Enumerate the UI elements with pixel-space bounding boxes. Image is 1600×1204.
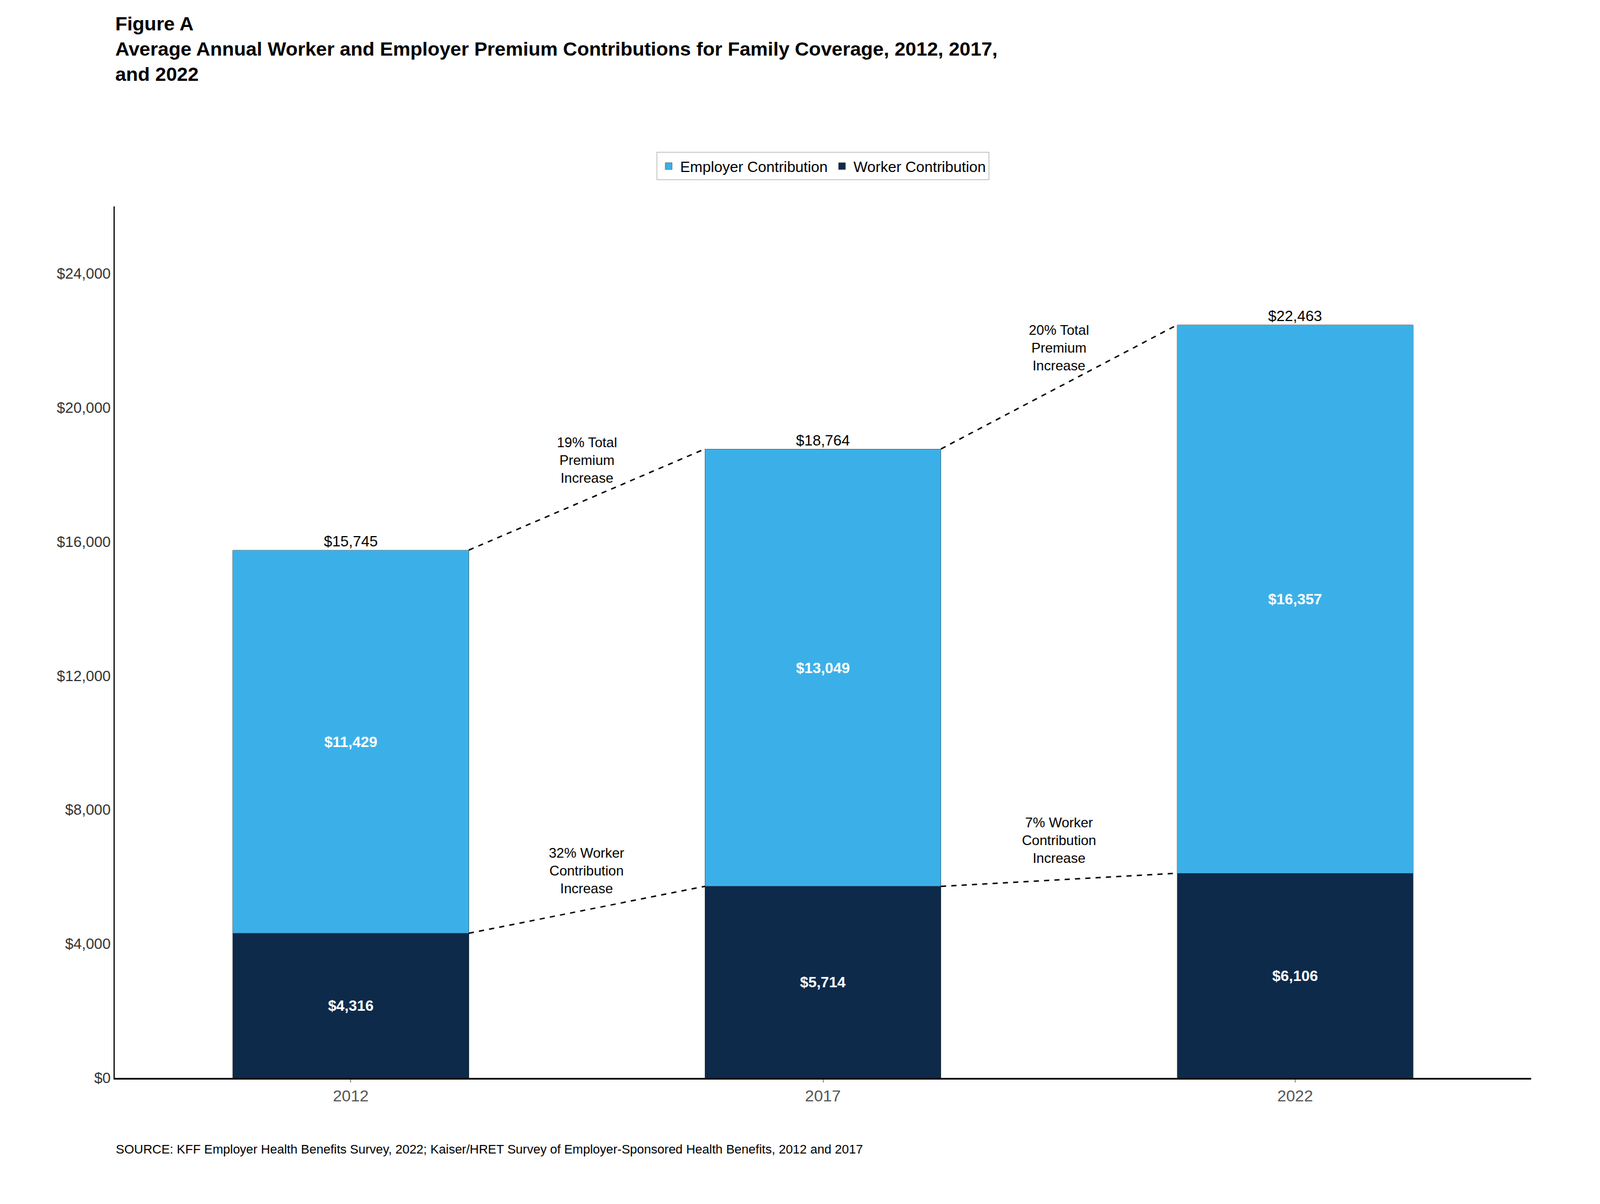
svg-text:$16,000: $16,000 [56,533,111,551]
svg-text:19% TotalPremiumIncrease: 19% TotalPremiumIncrease [556,434,618,486]
svg-text:2017: 2017 [805,1087,841,1106]
svg-text:$20,000: $20,000 [56,399,111,417]
svg-text:$22,463: $22,463 [1267,307,1322,325]
svg-text:Employer Contribution: Employer Contribution [680,158,828,176]
svg-text:SOURCE: KFF Employer Health Be: SOURCE: KFF Employer Health Benefits Sur… [115,1142,864,1157]
svg-text:$4,316: $4,316 [328,997,374,1015]
svg-text:$0: $0 [94,1069,111,1087]
svg-text:$15,745: $15,745 [324,532,378,550]
svg-text:Worker Contribution: Worker Contribution [853,158,986,176]
svg-text:Figure AAverage Annual Worker: Figure AAverage Annual Worker and Employ… [115,12,998,85]
svg-text:$5,714: $5,714 [800,973,846,991]
svg-text:2012: 2012 [333,1087,369,1106]
svg-text:$16,357: $16,357 [1267,590,1322,608]
svg-text:$8,000: $8,000 [65,801,112,819]
svg-text:2022: 2022 [1277,1087,1313,1106]
svg-text:7% WorkerContributionIncrease: 7% WorkerContributionIncrease [1021,814,1096,866]
svg-text:$13,049: $13,049 [795,659,850,677]
svg-text:$18,764: $18,764 [795,431,850,450]
svg-text:$11,429: $11,429 [324,733,378,751]
svg-text:32% WorkerContributionIncrease: 32% WorkerContributionIncrease [548,845,625,897]
svg-text:$6,106: $6,106 [1272,967,1319,985]
svg-text:$24,000: $24,000 [56,264,111,283]
svg-text:20% TotalPremiumIncrease: 20% TotalPremiumIncrease [1028,322,1090,374]
svg-text:$12,000: $12,000 [56,667,111,685]
svg-text:$4,000: $4,000 [65,935,112,953]
